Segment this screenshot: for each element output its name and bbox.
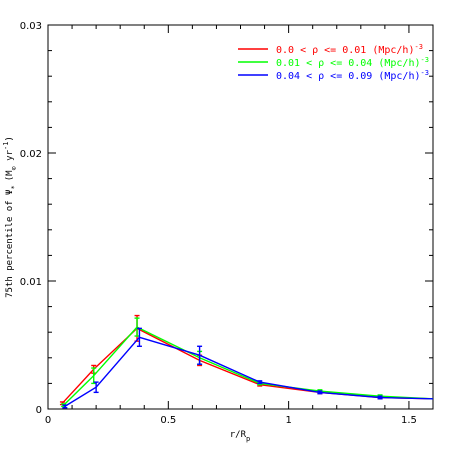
x-tick-label: 1.5: [401, 415, 417, 426]
series-line-1: [63, 326, 434, 406]
legend-label-2: 0.04 < ρ <= 0.09 (Mpc/h)-3: [276, 69, 429, 82]
legend-label-sup: -3: [421, 69, 429, 77]
y-axis-label-units-open: (M: [5, 170, 15, 181]
legend-label-main: 0.0 < ρ <= 0.01 (Mpc/h): [276, 45, 414, 56]
series-line-0: [61, 327, 434, 404]
y-tick-label: 0.03: [20, 21, 42, 32]
y-axis-label-units-sub: ⊙: [10, 166, 18, 170]
legend-label-sup: -3: [421, 56, 429, 64]
legend-label-main: 0.04 < ρ <= 0.09 (Mpc/h): [276, 71, 421, 82]
y-axis-label: 75th percentile of Ψ* (M⊙ yr-1): [2, 136, 18, 298]
series-line-2: [64, 336, 434, 407]
series-layer: [59, 314, 434, 409]
x-axis-label: r/Rp: [230, 430, 250, 443]
x-axis-label-sub: p: [246, 435, 250, 443]
legend-label-0: 0.0 < ρ <= 0.01 (Mpc/h)-3: [276, 43, 423, 56]
legend-label-main: 0.01 < ρ <= 0.04 (Mpc/h): [276, 58, 421, 69]
y-axis-label-sub: *: [10, 185, 18, 189]
x-tick-label: 1: [285, 415, 291, 426]
y-axis-label-main: 75th percentile of Ψ: [5, 190, 15, 298]
y-tick-label: 0.01: [20, 277, 42, 288]
axis-ticks: 0 0.5 1 1.5 0 0.01 0.02 0.03: [20, 21, 433, 426]
x-axis-label-main: r/R: [230, 430, 247, 440]
legend: 0.0 < ρ <= 0.01 (Mpc/h)-30.01 < ρ <= 0.0…: [238, 43, 429, 82]
y-tick-label: 0.02: [20, 149, 42, 160]
x-tick-label: 0.5: [160, 415, 176, 426]
y-axis-label-units-close: ): [5, 136, 15, 141]
plot-frame: [47, 24, 434, 410]
legend-label-1: 0.01 < ρ <= 0.04 (Mpc/h)-3: [276, 56, 429, 69]
y-axis-label-units-rest: yr: [5, 149, 15, 166]
y-tick-label: 0: [36, 405, 42, 416]
legend-label-sup: -3: [414, 43, 422, 51]
x-tick-label: 0: [45, 415, 51, 426]
y-axis-label-units-sup: -1: [2, 142, 10, 150]
